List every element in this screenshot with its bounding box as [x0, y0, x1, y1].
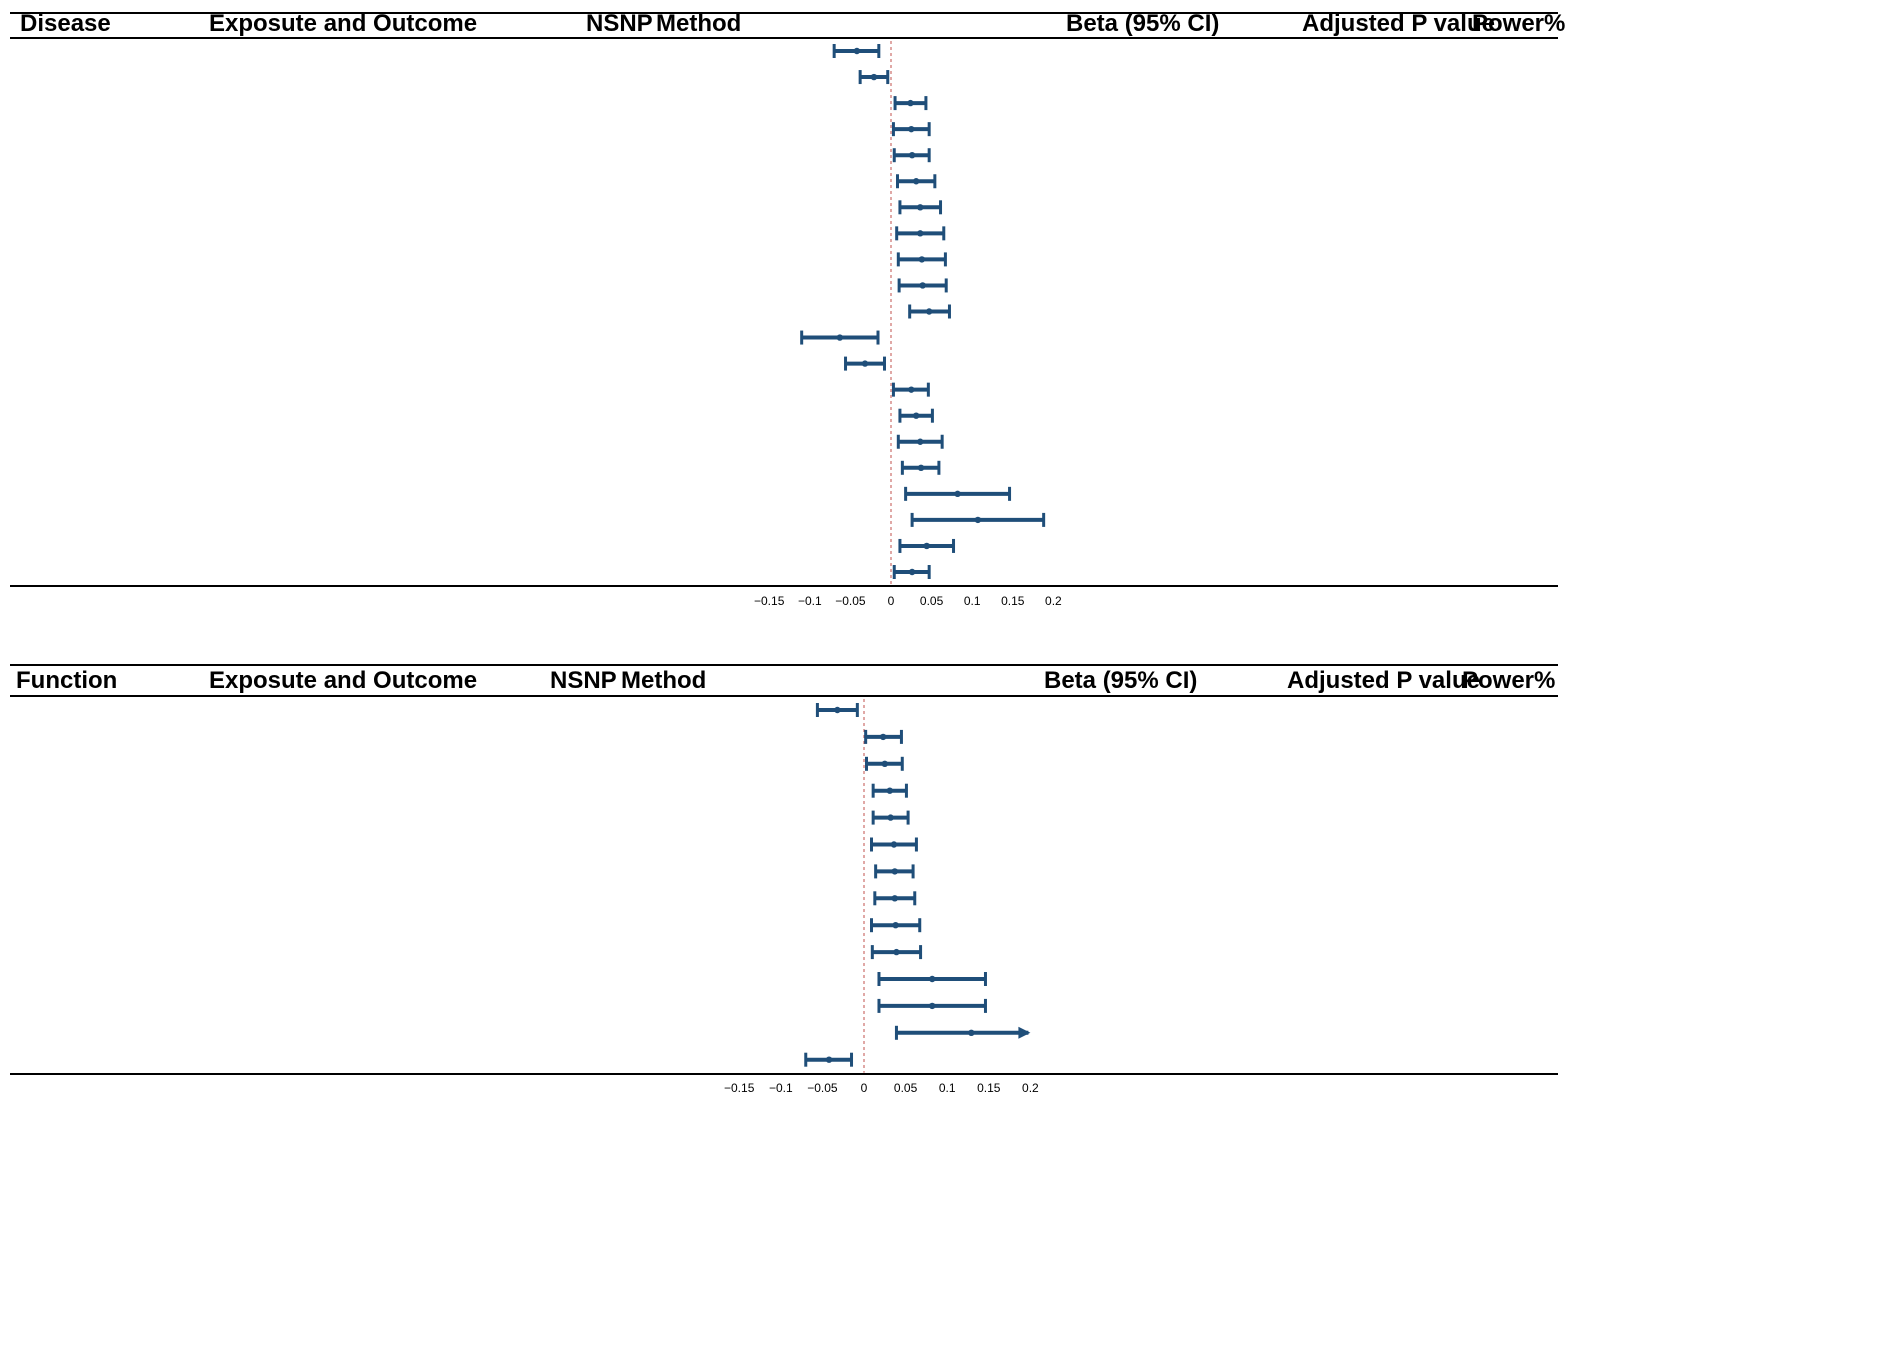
point-estimate	[912, 412, 920, 419]
table-top-rule	[10, 664, 1558, 666]
header-nsnp: NSNP	[586, 10, 653, 37]
x-tick-label: −0.1	[769, 1081, 793, 1095]
x-tick-label: 0	[861, 1081, 868, 1095]
point-estimate	[954, 490, 961, 498]
point-estimate	[917, 204, 924, 211]
x-tick-label: −0.05	[807, 1081, 838, 1095]
point-estimate	[917, 464, 925, 471]
table-header-rule	[10, 695, 1558, 697]
point-estimate	[908, 568, 916, 576]
x-tick-label: 0.1	[964, 594, 981, 608]
x-tick-label: 0.2	[1022, 1081, 1039, 1095]
header-power: Power%	[1462, 667, 1556, 694]
point-estimate	[925, 308, 933, 315]
x-tick-label: −0.1	[798, 594, 822, 608]
x-tick-label: −0.15	[724, 1081, 755, 1095]
point-estimate	[893, 948, 900, 956]
point-estimate	[891, 868, 898, 875]
x-tick-label: −0.05	[835, 594, 866, 608]
point-estimate	[881, 760, 888, 767]
header-method: Method	[656, 10, 742, 37]
table-top-rule	[10, 12, 1558, 14]
x-tick-label: 0.15	[1001, 594, 1025, 608]
header-nsnp: NSNP	[550, 667, 617, 694]
point-estimate	[908, 125, 915, 133]
point-estimate	[919, 282, 926, 289]
point-estimate	[917, 438, 924, 445]
header-exposure: Exposute and Outcome	[209, 10, 478, 37]
x-tick-label: 0.2	[1045, 594, 1062, 608]
point-estimate	[912, 178, 920, 185]
point-estimate	[853, 47, 861, 55]
header-exposure: Exposute and Outcome	[209, 667, 478, 694]
x-tick-label: 0.05	[920, 594, 944, 608]
ci-arrow-head	[1018, 1026, 1031, 1039]
table-bottom-rule	[10, 585, 1558, 587]
point-estimate	[887, 814, 894, 821]
header-group: Disease	[20, 10, 111, 37]
x-tick-label: 0	[888, 594, 895, 608]
header-p-value: Adjusted P value	[1302, 10, 1495, 37]
x-tick-label: 0.1	[939, 1081, 956, 1095]
point-estimate	[892, 922, 899, 929]
point-estimate	[908, 152, 916, 159]
point-estimate	[890, 841, 898, 848]
point-estimate	[870, 73, 878, 81]
point-estimate	[918, 256, 926, 263]
point-estimate	[923, 542, 930, 550]
x-tick-label: −0.15	[754, 594, 785, 608]
point-estimate	[834, 706, 841, 714]
header-method: Method	[621, 667, 707, 694]
point-estimate	[907, 99, 914, 107]
header-group: Function	[16, 667, 118, 694]
point-estimate	[908, 386, 915, 393]
point-estimate	[879, 733, 887, 741]
point-estimate	[929, 1002, 936, 1010]
table-bottom-rule	[10, 1072, 1558, 1075]
header-beta-ci: Beta (95% CI)	[1044, 667, 1198, 694]
header-power: Power%	[1472, 10, 1566, 37]
header-p-value: Adjusted P value	[1287, 667, 1480, 694]
point-estimate	[886, 787, 893, 794]
x-tick-label: 0.15	[977, 1081, 1001, 1095]
point-estimate	[861, 360, 869, 367]
point-estimate	[974, 516, 982, 524]
point-estimate	[968, 1029, 975, 1037]
point-estimate	[891, 895, 898, 902]
table-header-rule	[10, 37, 1558, 39]
point-estimate	[917, 230, 924, 237]
x-tick-label: 0.05	[894, 1081, 918, 1095]
point-estimate	[836, 334, 844, 341]
point-estimate	[929, 975, 936, 983]
point-estimate	[825, 1056, 833, 1063]
header-beta-ci: Beta (95% CI)	[1066, 10, 1220, 37]
